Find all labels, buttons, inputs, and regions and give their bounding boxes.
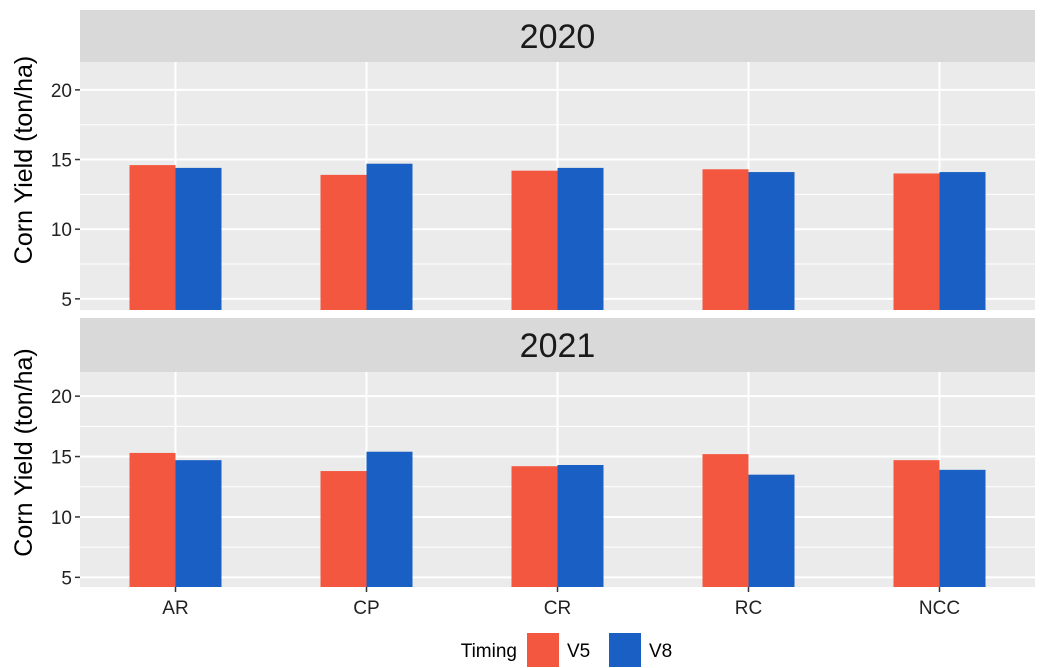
- y-axis-label: Corn Yield (ton/ha): [10, 348, 38, 556]
- bar-2021-RC-V5: [702, 454, 749, 587]
- y-tick-label: 15: [51, 448, 72, 469]
- y-axis-label: Corn Yield (ton/ha): [10, 56, 38, 264]
- bar-2021-NCC-V8: [939, 469, 986, 587]
- x-tick-label: CR: [544, 598, 571, 619]
- y-tick-label: 20: [51, 387, 72, 408]
- x-tick-label: CP: [353, 598, 379, 619]
- facet-strip-2021: [80, 318, 1035, 372]
- facet-strip-2020: [80, 10, 1035, 62]
- legend-label: V8: [649, 641, 672, 662]
- bar-2021-RC-V8: [748, 474, 795, 587]
- bar-2020-RC-V5: [702, 169, 749, 310]
- bar-2020-NCC-V8: [939, 172, 986, 310]
- bar-2021-CR-V5: [511, 466, 558, 587]
- bar-2020-AR-V8: [175, 167, 222, 310]
- bar-2021-NCC-V5: [893, 460, 940, 587]
- bar-2020-CR-V5: [511, 170, 558, 310]
- bar-2020-NCC-V5: [893, 173, 940, 310]
- legend-key-V8: [609, 633, 641, 667]
- facet-title: 2020: [520, 18, 596, 56]
- bar-2020-CP-V8: [366, 163, 413, 310]
- y-tick-label: 5: [61, 568, 72, 589]
- y-tick-label: 5: [61, 290, 72, 311]
- y-tick-label: 10: [51, 220, 72, 241]
- bar-2020-CP-V5: [320, 174, 367, 310]
- x-tick-label: RC: [735, 598, 762, 619]
- legend-label: V5: [567, 641, 590, 662]
- legend-key-V5: [527, 633, 559, 667]
- bar-2021-AR-V5: [129, 452, 176, 587]
- y-tick-label: 10: [51, 508, 72, 529]
- bar-2021-CR-V8: [557, 465, 604, 587]
- y-tick-label: 20: [51, 81, 72, 102]
- bar-2021-AR-V8: [175, 460, 222, 587]
- x-tick-label: NCC: [919, 598, 960, 619]
- bar-2021-CP-V8: [366, 451, 413, 587]
- bar-2020-CR-V8: [557, 167, 604, 310]
- bar-2021-CP-V5: [320, 471, 367, 587]
- bar-2020-RC-V8: [748, 172, 795, 310]
- legend-title: Timing: [461, 641, 517, 662]
- facet-title: 2021: [520, 327, 596, 365]
- bar-2020-AR-V5: [129, 165, 176, 310]
- y-tick-label: 15: [51, 151, 72, 172]
- x-tick-label: AR: [162, 598, 188, 619]
